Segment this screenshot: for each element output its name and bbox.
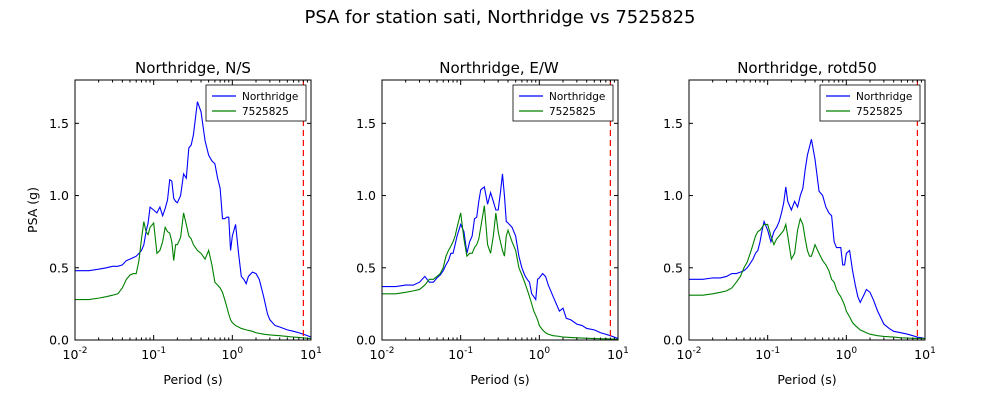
x-tick-label: 101 (300, 346, 322, 362)
x-tick-label: 100 (222, 346, 244, 362)
x-axis-label: Period (s) (470, 372, 529, 387)
legend-box (819, 84, 921, 122)
legend: Northridge 7525825 (205, 84, 307, 122)
axes-frame (381, 79, 619, 341)
x-tick-label: 100 (529, 346, 551, 362)
y-tick-label: 0.5 (49, 260, 69, 275)
figure-suptitle: PSA for station sati, Northridge vs 7525… (304, 7, 695, 28)
panel-title: Northridge, N/S (135, 59, 251, 77)
legend: Northridge 7525825 (512, 84, 614, 122)
panel-title: Northridge, E/W (439, 59, 559, 77)
y-tick-label: 0.5 (663, 260, 683, 275)
x-axis-label: Period (s) (163, 372, 222, 387)
y-tick-label: 1.0 (49, 188, 69, 203)
legend-label: Northridge (242, 91, 298, 103)
panel-ew: Northridge, E/W 0.0 0.5 1.0 1.5 10-2 10-1 100 1… (356, 59, 629, 387)
series-line-synthetic (75, 212, 311, 340)
panel-rotd50: Northridge, rotd50 0.0 0.5 1.0 1.5 10-2 10-1 1… (663, 59, 936, 387)
x-tick-label: 10-1 (755, 346, 780, 362)
y-tick-label: 0.0 (49, 333, 69, 348)
panel-ns: Northridge, N/S 0.0 0.5 1.0 1.5 10-2 10-1 100 1… (25, 59, 322, 387)
x-tick-label: 101 (607, 346, 629, 362)
legend: Northridge 7525825 (819, 84, 921, 122)
legend-label: 7525825 (242, 106, 289, 118)
legend-label: 7525825 (856, 106, 903, 118)
series-line-northridge (382, 173, 618, 340)
legend-box (205, 84, 307, 122)
series-line-synthetic (689, 216, 925, 340)
axes-frame (688, 79, 926, 341)
y-tick-label: 1.5 (356, 116, 376, 131)
legend-label: 7525825 (549, 106, 596, 118)
panel-title: Northridge, rotd50 (737, 59, 877, 77)
x-tick-label: 10-2 (370, 346, 395, 362)
y-tick-label: 0.0 (356, 333, 376, 348)
x-tick-label: 10-2 (63, 346, 88, 362)
y-tick-label: 1.5 (663, 116, 683, 131)
x-tick-label: 100 (836, 346, 858, 362)
x-axis-label: Period (s) (777, 372, 836, 387)
plot-area (382, 80, 618, 340)
x-tick-label: 10-2 (677, 346, 702, 362)
plot-area (75, 80, 311, 340)
legend-box (512, 84, 614, 122)
plot-area (689, 80, 925, 340)
x-tick-label: 101 (914, 346, 936, 362)
y-tick-label: 1.5 (49, 116, 69, 131)
y-axis-label: PSA (g) (25, 187, 40, 233)
series-line-synthetic (382, 205, 618, 340)
y-tick-label: 1.0 (356, 188, 376, 203)
x-tick-label: 10-1 (448, 346, 473, 362)
y-tick-label: 0.5 (356, 260, 376, 275)
series-line-northridge (75, 101, 311, 338)
series-line-northridge (689, 139, 925, 340)
y-tick-label: 0.0 (663, 333, 683, 348)
legend-label: Northridge (856, 91, 912, 103)
axes-frame (74, 79, 312, 341)
y-tick-label: 1.0 (663, 188, 683, 203)
x-tick-label: 10-1 (141, 346, 166, 362)
legend-label: Northridge (549, 91, 605, 103)
